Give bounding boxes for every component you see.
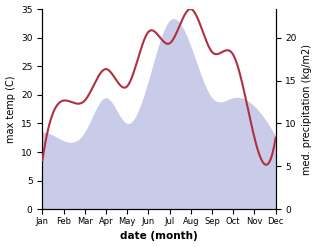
Y-axis label: max temp (C): max temp (C) <box>5 75 16 143</box>
Y-axis label: med. precipitation (kg/m2): med. precipitation (kg/m2) <box>302 44 313 175</box>
X-axis label: date (month): date (month) <box>120 231 198 242</box>
